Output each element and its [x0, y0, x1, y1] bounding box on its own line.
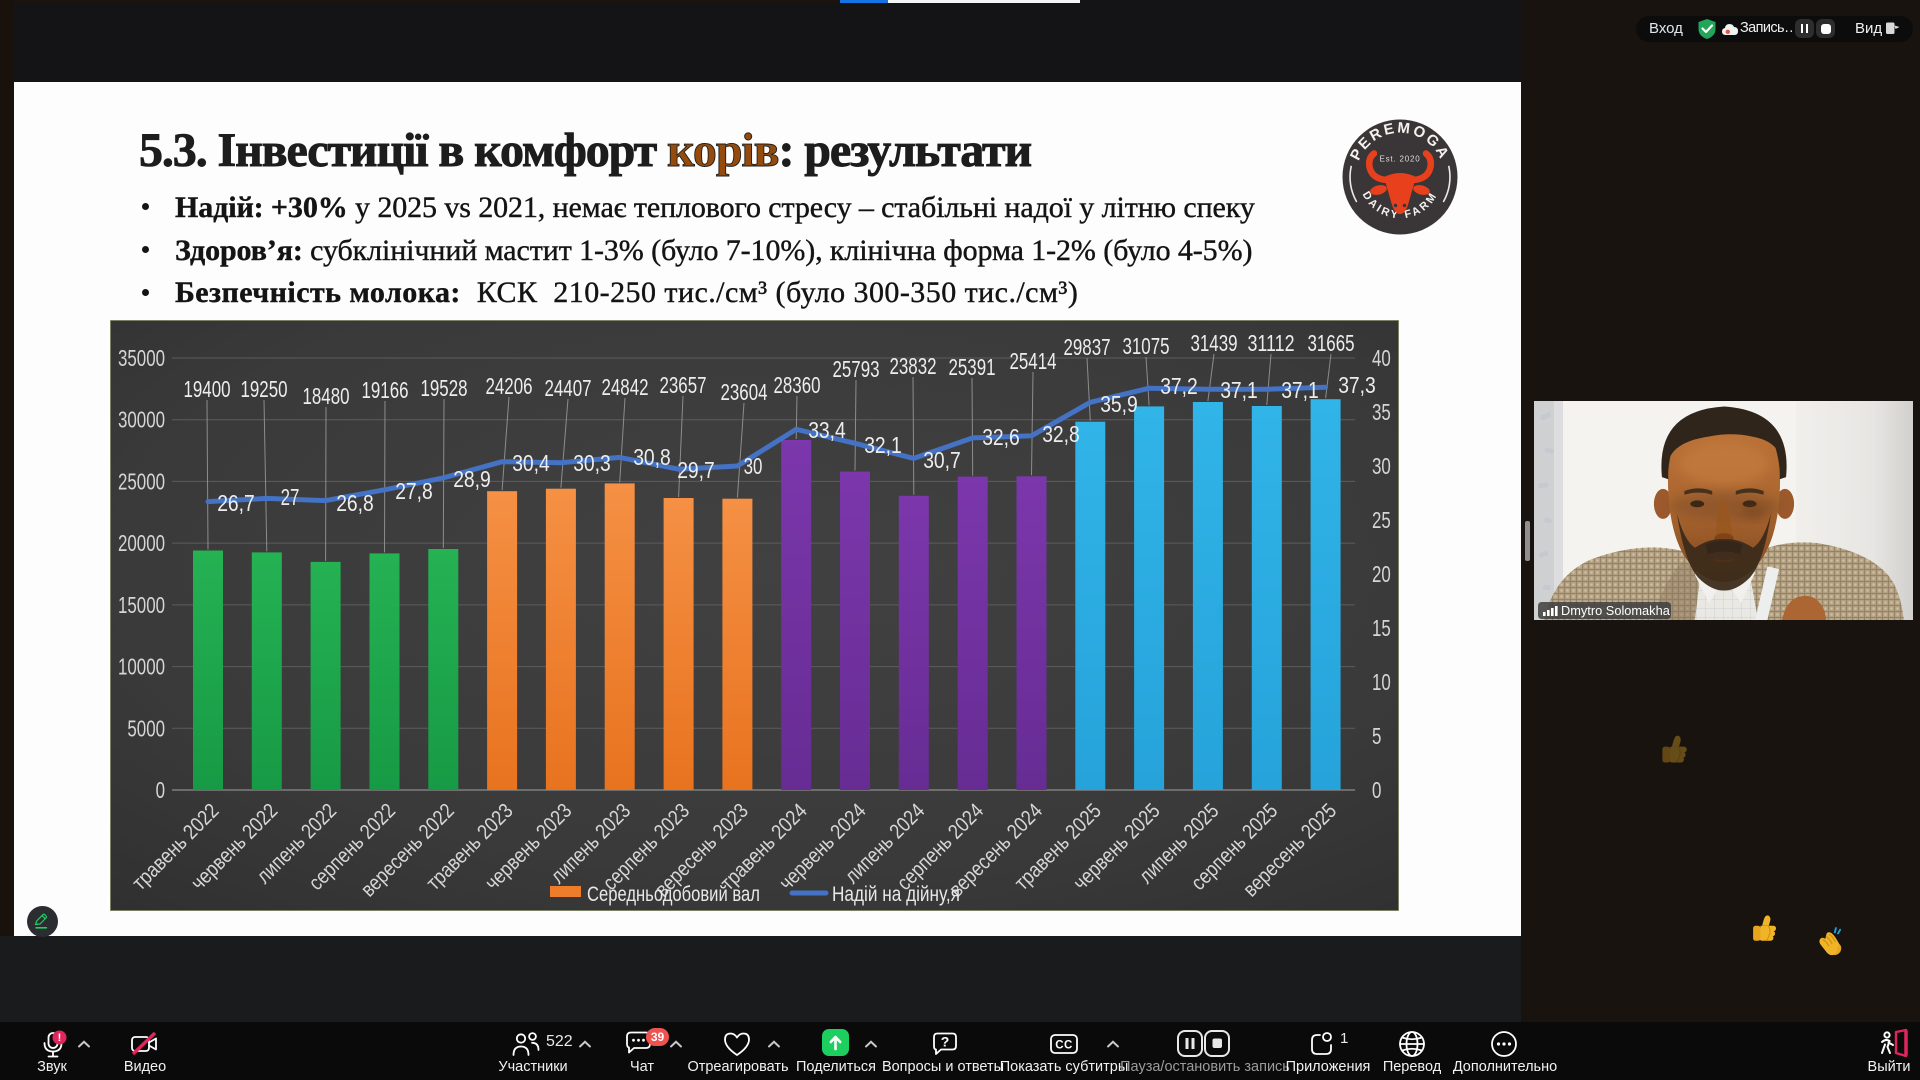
svg-text:35000: 35000 [118, 345, 165, 371]
svg-text:10000: 10000 [118, 654, 165, 680]
svg-text:25000: 25000 [118, 468, 165, 494]
svg-text:35: 35 [1372, 399, 1391, 425]
svg-text:19400: 19400 [184, 376, 231, 402]
svg-text:31112: 31112 [1248, 330, 1295, 356]
svg-text:30000: 30000 [118, 407, 165, 433]
svg-text:30: 30 [744, 453, 763, 479]
svg-text:5000: 5000 [127, 715, 165, 741]
svg-text:31075: 31075 [1123, 333, 1170, 359]
svg-text:37,2: 37,2 [1160, 373, 1198, 399]
svg-text:32,6: 32,6 [982, 424, 1020, 450]
svg-text:20: 20 [1372, 561, 1391, 587]
svg-text:30,4: 30,4 [512, 450, 550, 476]
svg-text:15: 15 [1372, 615, 1391, 641]
svg-text:32,1: 32,1 [864, 432, 902, 458]
svg-text:26,8: 26,8 [336, 490, 374, 516]
svg-text:28,9: 28,9 [453, 466, 491, 492]
svg-text:29,7: 29,7 [677, 457, 715, 483]
svg-text:Est. 2020: Est. 2020 [1379, 155, 1420, 164]
svg-text:23832: 23832 [890, 353, 937, 379]
svg-text:23657: 23657 [660, 372, 707, 398]
svg-text:32,8: 32,8 [1042, 421, 1080, 447]
svg-text:40: 40 [1372, 345, 1391, 371]
svg-text:Dmytro Solomakha: Dmytro Solomakha [1561, 603, 1671, 618]
svg-text:0: 0 [156, 777, 165, 803]
svg-text:19250: 19250 [241, 376, 288, 402]
svg-text:31665: 31665 [1308, 330, 1355, 356]
svg-text:31439: 31439 [1191, 330, 1238, 356]
svg-text:!: ! [58, 1032, 62, 1044]
svg-text:19166: 19166 [362, 377, 409, 403]
svg-text:5: 5 [1372, 723, 1381, 749]
svg-text:26,7: 26,7 [217, 490, 255, 516]
svg-text:25: 25 [1372, 507, 1391, 533]
svg-text:24407: 24407 [545, 375, 592, 401]
svg-text:37,1: 37,1 [1220, 377, 1258, 403]
svg-text:10: 10 [1372, 669, 1391, 695]
svg-text:29837: 29837 [1064, 334, 1111, 360]
svg-text:28360: 28360 [774, 372, 821, 398]
svg-text:Надій на дійну,я: Надій на дійну,я [832, 883, 960, 906]
svg-text:30,7: 30,7 [923, 447, 961, 473]
svg-text:Середньодобовий вал: Середньодобовий вал [587, 883, 760, 906]
svg-text:24206: 24206 [486, 373, 533, 399]
svg-text:30,3: 30,3 [573, 450, 611, 476]
svg-text:30,8: 30,8 [633, 444, 671, 470]
svg-text:CC: CC [1055, 1040, 1073, 1052]
svg-text:27: 27 [281, 484, 300, 510]
svg-text:19528: 19528 [421, 375, 468, 401]
svg-text:33,4: 33,4 [808, 417, 846, 443]
svg-text:35,9: 35,9 [1100, 391, 1138, 417]
svg-text:?: ? [941, 1034, 950, 1050]
svg-text:0: 0 [1372, 777, 1381, 803]
svg-text:25391: 25391 [949, 354, 996, 380]
svg-text:37,1: 37,1 [1281, 377, 1319, 403]
svg-text:23604: 23604 [721, 379, 768, 405]
svg-text:15000: 15000 [118, 592, 165, 618]
svg-text:20000: 20000 [118, 530, 165, 556]
svg-text:25414: 25414 [1010, 348, 1057, 374]
svg-text:27,8: 27,8 [395, 478, 433, 504]
svg-text:37,3: 37,3 [1338, 372, 1376, 398]
svg-text:25793: 25793 [833, 356, 880, 382]
svg-text:24842: 24842 [602, 374, 649, 400]
svg-text:30: 30 [1372, 453, 1391, 479]
svg-text:18480: 18480 [303, 383, 350, 409]
